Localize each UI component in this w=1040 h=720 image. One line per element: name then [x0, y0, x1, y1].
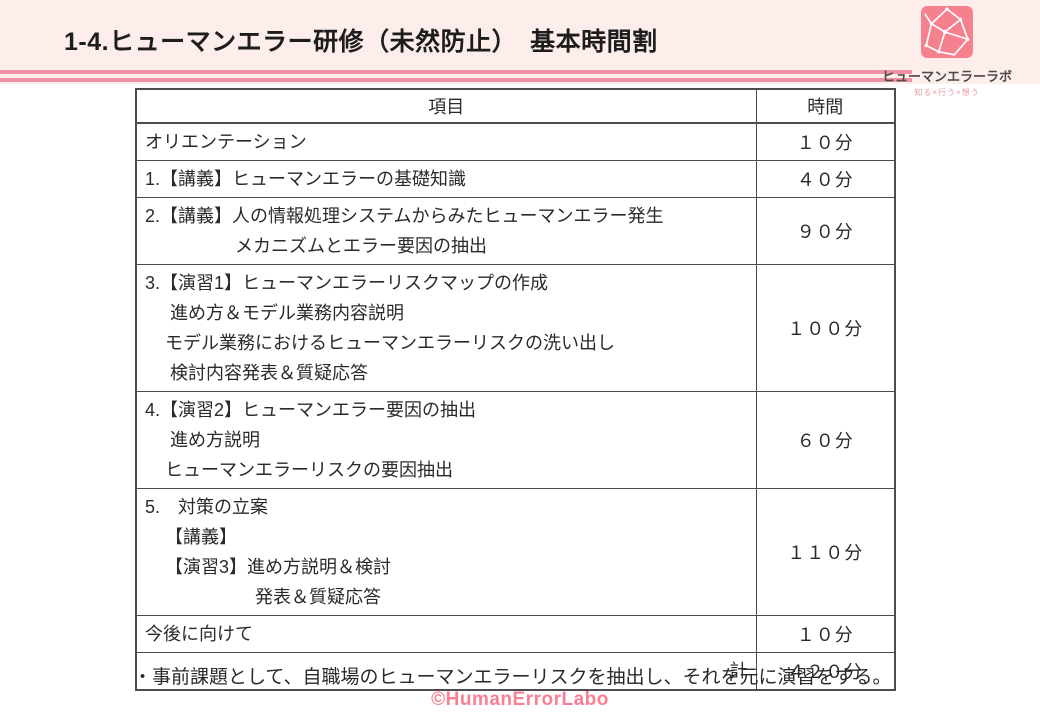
item-line: 【講義】 [165, 527, 237, 547]
table-row: 2.【講義】人の情報処理システムからみたヒューマンエラー発生 メカニズムとエラー… [135, 197, 896, 265]
table-row: 3.【演習1】ヒューマンエラーリスクマップの作成 進め方＆モデル業務内容説明 モ… [135, 264, 896, 392]
header-time-cell: 時間 [755, 88, 896, 124]
copyright: ©HumanErrorLabo [431, 689, 609, 710]
schedule-item-cell: 4.【演習2】ヒューマンエラー要因の抽出 進め方説明 ヒューマンエラーリスクの要… [135, 391, 757, 489]
header-item-cell: 項目 [135, 88, 757, 124]
company-logo: ヒューマンエラーラボ 知る×行う×想う [872, 5, 1022, 98]
schedule-time-cell: １００分 [755, 264, 896, 392]
item-line: 進め方＆モデル業務内容説明 [170, 303, 404, 323]
schedule-item-cell: 2.【講義】人の情報処理システムからみたヒューマンエラー発生 メカニズムとエラー… [135, 197, 757, 265]
schedule-item-cell: 3.【演習1】ヒューマンエラーリスクマップの作成 進め方＆モデル業務内容説明 モ… [135, 264, 757, 392]
item-line: 1.【講義】ヒューマンエラーの基礎知識 [145, 169, 467, 189]
total-time-cell: ４２０分 [755, 652, 896, 691]
table-header-row: 項目 時間 [135, 88, 896, 124]
logo-tagline: 知る×行う×想う [914, 88, 980, 97]
item-line: 2.【講義】人の情報処理システムからみたヒューマンエラー発生 [145, 206, 664, 226]
logo-name: ヒューマンエラーラボ [881, 69, 1012, 84]
table-row: 5. 対策の立案 【講義】 【演習3】進め方説明＆検討 発表＆質疑応答 １１０分 [135, 488, 896, 616]
item-line: ヒューマンエラーリスクの要因抽出 [165, 460, 453, 480]
schedule-time-cell: １０分 [755, 615, 896, 653]
item-line: 検討内容発表＆質疑応答 [170, 363, 368, 383]
header-rule-bottom [0, 78, 912, 82]
crack-network-icon [872, 5, 1022, 64]
table-row-total: 計 ４２０分 [135, 652, 896, 691]
schedule-item-cell: オリエンテーション [135, 122, 757, 161]
table-row: 4.【演習2】ヒューマンエラー要因の抽出 進め方説明 ヒューマンエラーリスクの要… [135, 391, 896, 489]
table-row: 今後に向けて １０分 [135, 615, 896, 653]
item-line: 進め方説明 [170, 430, 260, 450]
item-line: 5. 対策の立案 [145, 497, 269, 517]
schedule-table: 項目 時間 オリエンテーション １０分 1.【講義】ヒューマンエラーの基礎知識 … [135, 88, 896, 691]
item-line: モデル業務におけるヒューマンエラーリスクの洗い出し [165, 333, 615, 353]
schedule-time-cell: １１０分 [755, 488, 896, 616]
schedule-time-cell: ４０分 [755, 160, 896, 198]
header-rule-top [0, 70, 912, 74]
pre-assignment-note: ・事前課題として、自職場のヒューマンエラーリスクを抽出し、それを元に演習をする。 [133, 667, 892, 688]
item-line: 発表＆質疑応答 [255, 587, 381, 607]
schedule-item-cell: 今後に向けて [135, 615, 757, 653]
item-line: 4.【演習2】ヒューマンエラー要因の抽出 [145, 400, 477, 420]
page-title: 1-4.ヒューマンエラー研修（未然防止） 基本時間割 [64, 28, 658, 56]
item-line: 【演習3】進め方説明＆検討 [165, 557, 392, 577]
table-row: オリエンテーション １０分 [135, 122, 896, 161]
schedule-time-cell: ６０分 [755, 391, 896, 489]
schedule-item-cell: 5. 対策の立案 【講義】 【演習3】進め方説明＆検討 発表＆質疑応答 [135, 488, 757, 616]
schedule-time-cell: １０分 [755, 122, 896, 161]
item-line: 計 [729, 661, 748, 681]
item-line: 3.【演習1】ヒューマンエラーリスクマップの作成 [145, 273, 549, 293]
item-line: 今後に向けて [145, 624, 253, 644]
item-line: オリエンテーション [145, 132, 307, 152]
schedule-time-cell: ９０分 [755, 197, 896, 265]
item-line: メカニズムとエラー要因の抽出 [235, 236, 487, 256]
total-label-cell: 計 [135, 652, 757, 691]
table-row: 1.【講義】ヒューマンエラーの基礎知識 ４０分 [135, 160, 896, 198]
schedule-item-cell: 1.【講義】ヒューマンエラーの基礎知識 [135, 160, 757, 198]
